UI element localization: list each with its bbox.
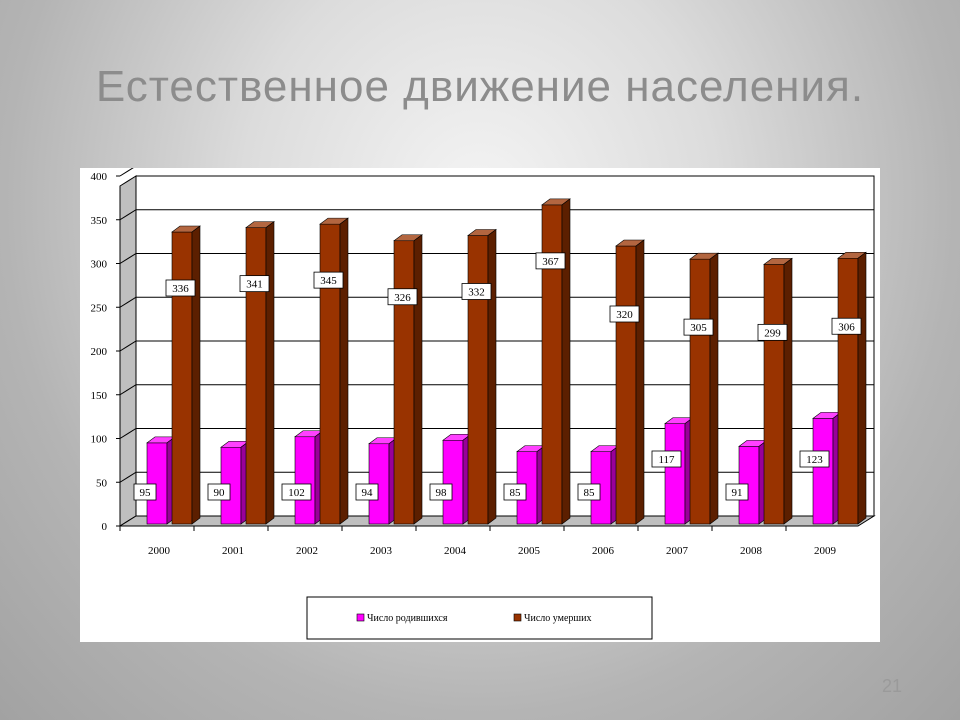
data-label-births: 85 [584, 487, 596, 499]
bar-deaths-side [561, 198, 571, 525]
y-tick-label: 350 [91, 215, 108, 227]
data-label-deaths: 341 [246, 279, 263, 291]
x-tick-label: 2006 [592, 545, 615, 557]
x-tick-label: 2008 [740, 545, 763, 557]
x-tick-label: 2005 [518, 545, 541, 557]
data-label-births: 117 [658, 454, 675, 466]
data-label-births: 102 [288, 487, 305, 499]
bar-deaths [763, 264, 785, 525]
data-label-box-deaths [239, 275, 270, 293]
data-label-births: 85 [510, 487, 522, 499]
bar-deaths [319, 223, 341, 525]
data-label-deaths: 320 [616, 309, 633, 321]
bar-births [146, 442, 168, 525]
bar-deaths [171, 231, 193, 525]
data-label-box-births [651, 450, 682, 468]
legend-swatch-births [356, 613, 365, 622]
x-tick-label: 2009 [814, 545, 837, 557]
data-label-deaths: 332 [468, 287, 485, 299]
bar-deaths-side [265, 221, 275, 525]
data-label-box-deaths [313, 271, 344, 289]
bar-deaths-side [635, 239, 645, 525]
data-label-box-deaths [757, 323, 788, 341]
data-label-deaths: 305 [690, 322, 707, 334]
data-label-box-births [133, 483, 157, 501]
data-label-births: 123 [806, 454, 823, 466]
data-label-births: 94 [362, 487, 374, 499]
bar-deaths [245, 227, 267, 525]
data-label-box-deaths [831, 317, 862, 335]
data-label-births: 91 [732, 487, 743, 499]
data-label-box-deaths [387, 288, 418, 306]
data-label-deaths: 345 [320, 275, 337, 287]
bar-deaths [467, 235, 489, 525]
data-label-box-deaths [535, 252, 566, 270]
data-label-box-births [281, 483, 312, 501]
y-tick-label: 250 [91, 302, 108, 314]
data-label-box-births [355, 483, 379, 501]
bar-chart: 0 50 100 150 200 250 300 350 400 2000 2001 2002 2003… [91, 168, 876, 640]
data-label-box-deaths [461, 283, 492, 300]
y-tick-label: 150 [91, 390, 108, 402]
bar-deaths-side [413, 234, 423, 525]
y-tick-label: 100 [91, 434, 108, 446]
bar-births [812, 418, 834, 525]
data-label-births: 98 [436, 487, 448, 499]
bar-deaths-side [709, 252, 719, 525]
data-label-box-deaths [165, 279, 196, 297]
data-label-box-births [503, 483, 527, 501]
bar-deaths-side [191, 225, 201, 525]
legend-swatch-deaths [513, 613, 522, 622]
data-label-box-births [429, 483, 453, 501]
y-tick-label: 0 [102, 521, 108, 533]
bar-deaths-side [487, 228, 497, 525]
bar-deaths [837, 257, 859, 525]
x-tick-label: 2000 [148, 545, 171, 557]
slide-title: Естественное движение населения. [95, 62, 865, 111]
data-label-box-births [725, 483, 749, 501]
bar-deaths-side [339, 217, 349, 525]
data-label-box-deaths [609, 305, 640, 323]
data-label-births: 95 [140, 487, 152, 499]
data-label-deaths: 299 [764, 327, 781, 339]
x-tick-label: 2003 [370, 545, 393, 557]
bar-deaths [615, 245, 637, 525]
x-tick-label: 2002 [296, 545, 318, 557]
data-label-deaths: 306 [838, 321, 855, 333]
bar-births [294, 436, 316, 525]
legend-label-births: Число родившихся [367, 613, 448, 624]
x-tick-label: 2004 [444, 545, 467, 557]
data-label-births: 90 [214, 487, 226, 499]
legend-label-deaths: Число умерших [524, 613, 591, 624]
page-number: 21 [881, 676, 902, 696]
x-tick-label: 2001 [222, 545, 244, 557]
legend-box [306, 596, 653, 640]
y-tick-label: 50 [96, 477, 108, 489]
bar-births [664, 423, 686, 525]
bar-deaths-side [857, 251, 867, 525]
bar-births [442, 439, 464, 525]
data-label-deaths: 336 [172, 283, 189, 295]
y-tick-label: 300 [91, 259, 108, 271]
bar-deaths [689, 258, 711, 525]
data-label-deaths: 326 [394, 292, 411, 304]
data-label-box-births [577, 483, 601, 501]
data-label-box-births [207, 483, 231, 501]
bar-deaths [393, 240, 415, 525]
chart-panel: 0 50 100 150 200 250 300 350 400 2000 2001 2002 2003… [80, 168, 880, 642]
data-label-box-births [799, 450, 830, 468]
gridline [119, 168, 134, 177]
y-tick-label: 400 [91, 171, 108, 183]
y-tick-label: 200 [91, 346, 108, 358]
bar-deaths-side [783, 257, 793, 525]
x-tick-label: 2007 [666, 545, 689, 557]
data-label-deaths: 367 [542, 256, 559, 268]
gridline [119, 209, 874, 221]
data-label-box-deaths [683, 318, 714, 336]
